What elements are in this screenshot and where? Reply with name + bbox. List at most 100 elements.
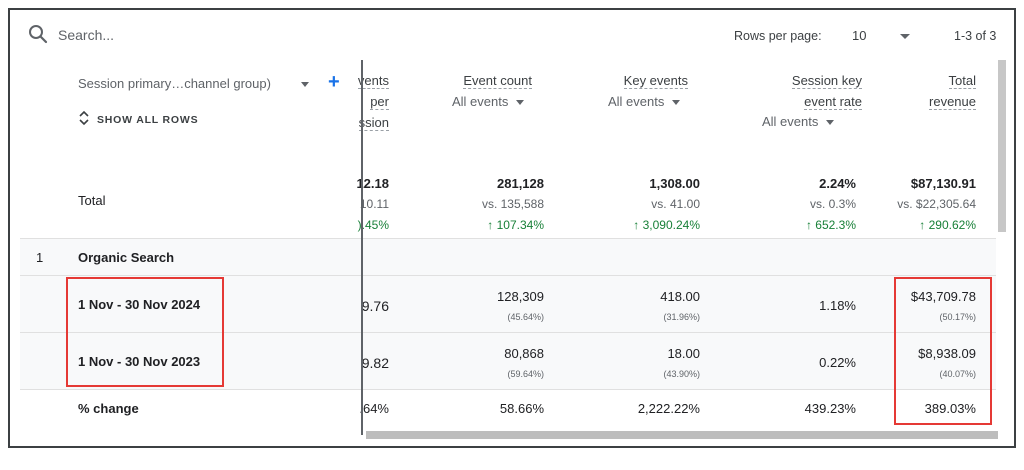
total-vs: vs. $22,305.64 — [897, 197, 976, 211]
header-text: event rate — [804, 94, 862, 110]
chevron-down-icon — [672, 100, 681, 106]
table-cell: 128,309 (45.64%) — [497, 287, 544, 327]
total-vs: vs. 41.00 — [651, 197, 700, 211]
cell-value: $43,709.78 — [910, 289, 976, 304]
event-filter-select[interactable]: All events — [452, 94, 525, 109]
row-divider — [20, 238, 996, 239]
filter-label: All events — [608, 94, 665, 109]
cell-percent: (45.64%) — [507, 312, 544, 322]
header-text: Total — [948, 73, 976, 89]
total-cell: 281,128 vs. 135,588 ↑ 107.34% — [482, 173, 544, 236]
header-text: Event count — [463, 73, 532, 89]
search-input[interactable]: Search... — [58, 27, 115, 43]
row-divider — [20, 389, 996, 390]
header-text: revenue — [929, 94, 976, 110]
chevron-down-icon[interactable] — [900, 34, 910, 39]
pagination-range: 1-3 of 3 — [954, 29, 997, 43]
total-cell: 1,308.00 vs. 41.00 ↑ 3,090.24% — [633, 173, 700, 236]
horizontal-scrollbar[interactable] — [366, 431, 998, 439]
table-cell: 0.22% — [819, 355, 856, 370]
total-cell: 12.18 10.11 ).45% — [356, 173, 389, 236]
cell-percent: (50.17%) — [939, 312, 976, 322]
total-value: 1,308.00 — [649, 176, 700, 191]
cell-percent: (40.07%) — [939, 369, 976, 379]
chevron-down-icon — [516, 100, 525, 106]
frozen-column-divider[interactable] — [361, 60, 363, 435]
event-filter-select[interactable]: All events — [608, 94, 681, 109]
total-change: ↑ 290.62% — [919, 218, 976, 232]
highlight-box-revenue — [894, 277, 992, 425]
cell-percent: (31.96%) — [663, 312, 700, 322]
report-table-card: Search... Rows per page: 10 1-3 of 3 Ses… — [8, 8, 1016, 448]
total-vs: 10.11 — [359, 197, 389, 211]
cell-percent: (43.90%) — [663, 369, 700, 379]
cell-value: 80,868 — [504, 346, 544, 361]
expand-collapse-icon[interactable] — [78, 110, 90, 126]
cell-value: $8,938.09 — [918, 346, 976, 361]
vertical-scrollbar[interactable] — [998, 60, 1006, 232]
column-header-total-revenue[interactable]: Total revenue — [929, 70, 976, 112]
table-cell: $43,709.78 (50.17%) — [911, 287, 976, 327]
table-cell: 389.03% — [924, 401, 976, 416]
highlight-box-dates — [66, 277, 224, 387]
table-cell: 9.82 — [361, 355, 389, 371]
column-header-events-per-session[interactable]: vents per ssion — [357, 70, 389, 133]
show-all-rows-button[interactable]: SHOW ALL ROWS — [97, 114, 199, 126]
dimension-selector[interactable]: Session primary…channel group) — [78, 76, 271, 91]
search-icon[interactable] — [28, 24, 48, 44]
table-cell: 80,868 (59.64%) — [504, 344, 544, 384]
column-header-key-events[interactable]: Key events — [623, 70, 688, 91]
rows-per-page-select[interactable]: 10 — [852, 28, 867, 43]
row-bg — [20, 276, 996, 332]
table-cell: 1.18% — [819, 298, 856, 313]
total-vs: vs. 0.3% — [809, 197, 856, 211]
total-vs: vs. 135,588 — [481, 197, 544, 211]
group-row-bg — [20, 239, 996, 275]
total-change: ↑ 652.3% — [805, 218, 856, 232]
total-change: ).45% — [357, 218, 389, 232]
total-change: ↑ 3,090.24% — [633, 218, 700, 232]
column-header-session-key-event-rate[interactable]: Session key event rate — [791, 70, 862, 112]
total-cell: 2.24% vs. 0.3% ↑ 652.3% — [806, 173, 856, 236]
cell-value: 128,309 — [497, 289, 544, 304]
total-cell: $87,130.91 vs. $22,305.64 ↑ 290.62% — [897, 173, 976, 236]
rows-per-page-label: Rows per page: — [734, 29, 822, 43]
percent-change-label: % change — [78, 401, 139, 416]
filter-label: All events — [452, 94, 509, 109]
row-divider — [20, 332, 996, 333]
filter-label: All events — [762, 114, 819, 129]
cell-value: 18.00 — [667, 346, 700, 361]
row-bg — [20, 333, 996, 389]
add-dimension-icon[interactable]: + — [328, 71, 340, 93]
table-cell: $8,938.09 (40.07%) — [918, 344, 976, 384]
header-text: Key events — [623, 73, 688, 89]
chevron-down-icon[interactable] — [301, 82, 309, 87]
total-value: 2.24% — [819, 176, 856, 191]
date-range-label: 1 Nov - 30 Nov 2023 — [78, 354, 201, 369]
total-change: ↑ 107.34% — [487, 218, 544, 232]
column-header-event-count[interactable]: Event count — [463, 70, 532, 91]
chevron-down-icon — [826, 120, 835, 126]
event-filter-select[interactable]: All events — [762, 114, 835, 129]
total-value: $87,130.91 — [910, 176, 976, 191]
table-cell: 2,222.22% — [637, 401, 700, 416]
group-label[interactable]: Organic Search — [78, 250, 175, 265]
table-cell: 418.00 (31.96%) — [660, 287, 700, 327]
header-text: vents — [357, 73, 389, 89]
table-cell: 58.66% — [499, 401, 544, 416]
total-value: 281,128 — [497, 176, 544, 191]
date-range-label: 1 Nov - 30 Nov 2024 — [78, 297, 201, 312]
cell-value: 418.00 — [660, 289, 700, 304]
table-cell: 18.00 (43.90%) — [663, 344, 700, 384]
total-value: 12.18 — [356, 176, 389, 191]
header-text: Session key — [791, 73, 862, 89]
cell-percent: (59.64%) — [507, 369, 544, 379]
total-label: Total — [78, 193, 106, 208]
header-text: per — [370, 94, 389, 110]
header-text: ssion — [358, 115, 389, 131]
table-toolbar: Search... Rows per page: 10 1-3 of 3 — [10, 10, 1014, 60]
table-cell: 9.76 — [361, 298, 389, 314]
table-cell: 439.23% — [804, 401, 856, 416]
table-cell: .64% — [359, 401, 389, 416]
row-divider — [20, 275, 996, 276]
